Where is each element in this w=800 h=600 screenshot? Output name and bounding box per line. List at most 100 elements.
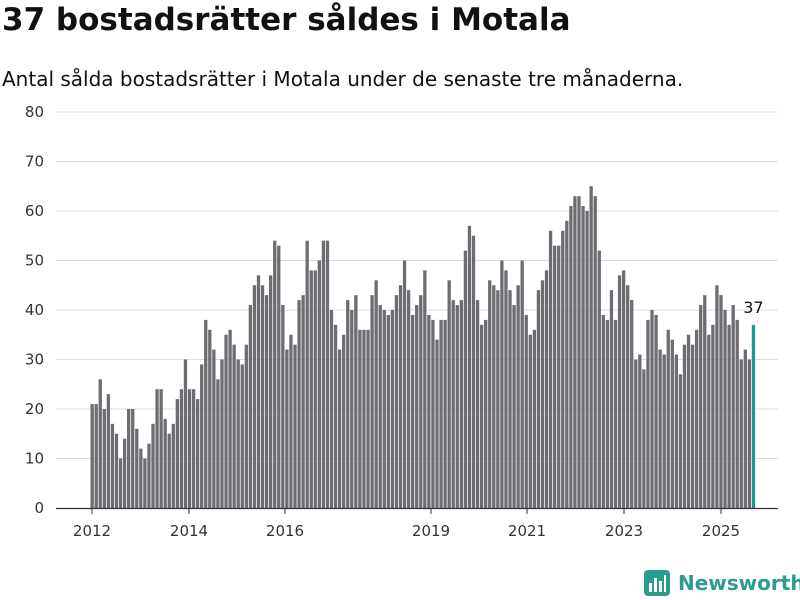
bar [224,334,228,508]
bar [167,433,171,508]
bar [670,339,674,508]
bar [386,314,390,508]
bar [711,324,715,508]
y-axis-ticks: 0 10 20 30 40 50 60 70 80 [25,103,44,517]
bar [102,409,106,508]
bar [743,349,747,508]
bar [690,344,695,508]
bar [512,305,516,508]
bar [342,334,346,508]
bar [337,349,342,508]
bar [151,423,155,508]
x-tick-label: 2019 [412,522,450,540]
bar [281,305,285,508]
bar [532,329,537,508]
bar [216,379,220,508]
bar [208,329,212,508]
highlight-value-label: 37 [743,298,763,317]
bar [277,245,281,508]
bar [260,285,265,508]
bar [581,206,585,509]
bar [524,314,528,508]
y-tick-label: 50 [25,252,44,270]
bar [183,359,188,508]
bar [508,290,512,508]
bar [471,235,476,508]
bar [305,240,309,508]
bar [200,364,204,508]
bar [459,300,463,508]
bar [114,433,119,508]
bar [540,280,545,508]
bar [98,379,102,508]
bar [273,240,277,508]
chart-title: 37 bostadsrätter såldes i Motala [2,2,571,38]
bar [94,404,98,508]
bar [646,319,650,508]
bar [423,270,427,508]
bar [269,275,273,508]
bar [309,270,313,508]
bar [723,310,727,508]
bar [654,314,658,508]
bar [228,329,232,508]
bar [451,300,455,508]
bar [634,359,638,508]
bar [553,245,557,508]
bar [155,389,159,508]
bar [90,404,94,508]
bar [597,250,601,508]
bar [187,389,192,508]
bar [333,324,338,508]
data-labels: 37 [743,298,763,317]
bar [536,290,541,508]
brand-name: Newsworthy [678,571,800,595]
y-tick-label: 10 [25,450,44,468]
bar [354,295,358,508]
chart-subtitle: Antal sålda bostadsrätter i Motala under… [2,67,684,91]
bar [577,196,581,508]
bar [589,186,593,508]
bar [544,270,549,508]
bar [244,344,248,508]
bar [439,319,443,508]
bar [617,275,622,508]
bar [613,319,618,508]
bar [488,280,492,508]
bar [727,324,731,508]
bar [569,206,573,509]
bar [707,334,711,508]
bar [370,295,374,508]
bar [593,196,597,508]
bar [630,300,634,508]
bar [694,329,699,508]
bar [325,240,330,508]
bar [131,409,135,508]
bar [642,369,646,508]
bar [703,295,707,508]
bar [179,389,184,508]
bar [682,344,687,508]
bar [565,220,569,508]
bar [321,240,326,508]
bar [601,314,605,508]
bar [496,290,500,508]
x-tick-label: 2021 [508,522,546,540]
bar [561,230,565,509]
bar [390,310,395,508]
bar [658,349,662,508]
bar [715,285,719,508]
bar [297,300,301,508]
bar [378,305,382,508]
bar [329,310,334,508]
bar [435,339,439,508]
bar [252,285,257,508]
bar [236,359,240,508]
bar [402,260,407,508]
bar [398,285,403,508]
bar [147,443,151,508]
bar [366,329,370,508]
bar [573,196,577,508]
bar [256,275,261,508]
